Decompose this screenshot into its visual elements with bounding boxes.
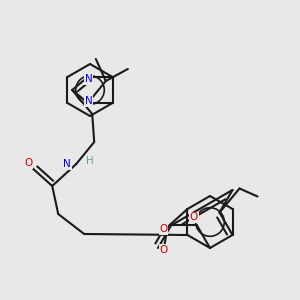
Text: O: O [160,245,168,255]
Text: N: N [85,74,93,84]
Text: N: N [85,96,93,106]
Text: H: H [86,156,94,166]
Text: O: O [159,224,168,234]
Text: N: N [64,159,71,169]
Text: O: O [190,212,198,223]
Text: O: O [24,158,32,168]
